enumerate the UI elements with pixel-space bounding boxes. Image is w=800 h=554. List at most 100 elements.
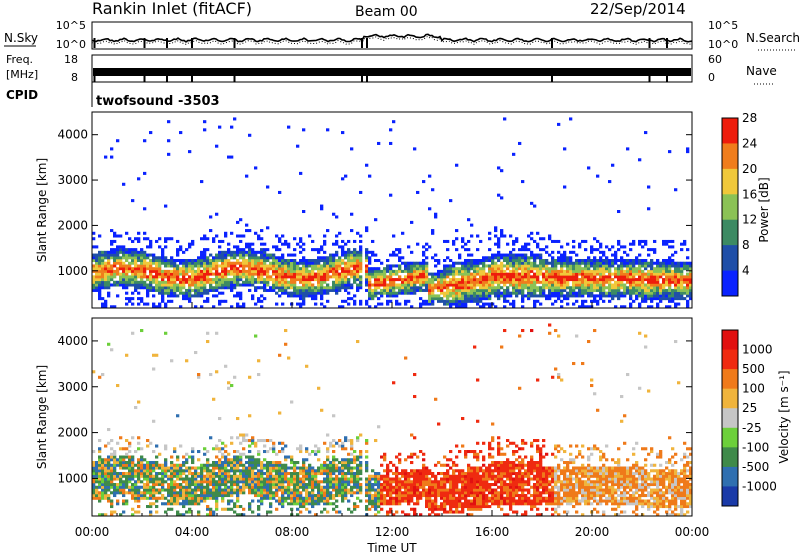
power-cell <box>506 272 510 276</box>
power-cell <box>107 267 111 271</box>
vel-cell <box>176 483 180 487</box>
power-cell <box>464 242 468 246</box>
power-cell <box>218 286 222 290</box>
vel-cell <box>101 373 105 377</box>
vel-cell <box>257 480 261 484</box>
power-cell <box>665 239 669 243</box>
vel-cell <box>164 502 168 506</box>
power-cell <box>311 291 315 295</box>
power-cell <box>323 256 327 260</box>
vel-cell <box>215 331 219 335</box>
power-cell <box>347 283 351 287</box>
vel-cell <box>155 463 159 467</box>
power-cell <box>458 302 462 306</box>
power-cell <box>650 283 654 287</box>
power-cell <box>407 269 411 273</box>
power-cell <box>335 291 339 295</box>
power-cell <box>140 299 144 303</box>
vel-cell <box>239 469 243 473</box>
vel-cell <box>239 458 243 462</box>
power-cell <box>212 267 216 271</box>
power-cell <box>410 291 414 295</box>
power-cell <box>239 218 243 222</box>
vel-cell <box>377 494 381 498</box>
power-cell <box>596 278 600 282</box>
power-cell <box>554 267 558 271</box>
power-cell <box>221 280 225 284</box>
vel-cell <box>317 491 321 495</box>
power-cell <box>668 150 672 154</box>
power-cell <box>146 291 150 295</box>
vel-cell <box>95 472 99 476</box>
power-cell <box>605 275 609 279</box>
power-cell <box>257 267 261 271</box>
power-cell <box>458 278 462 282</box>
vel-cell <box>302 469 306 473</box>
vel-cell <box>368 480 372 484</box>
vel-cell <box>368 494 372 498</box>
power-cell <box>458 299 462 303</box>
power-cell <box>671 288 675 292</box>
power-cell <box>194 261 198 265</box>
power-cell <box>95 278 99 282</box>
power-cell <box>230 272 234 276</box>
power-cell <box>278 190 282 194</box>
power-cell <box>470 275 474 279</box>
power-cell <box>443 299 447 303</box>
power-cell <box>179 272 183 276</box>
power-cell <box>320 207 324 211</box>
power-cell <box>638 302 642 306</box>
power-cell <box>326 278 330 282</box>
power-cell <box>263 297 267 301</box>
vel-cell <box>152 494 156 498</box>
vel-cell <box>227 386 231 390</box>
power-cell <box>242 305 246 309</box>
power-cell <box>626 275 630 279</box>
power-cell <box>122 275 126 279</box>
vel-cell <box>260 502 264 506</box>
vel-cell <box>104 491 108 495</box>
vel-cell <box>290 480 294 484</box>
vel-cell <box>218 466 222 470</box>
power-cell <box>185 259 189 263</box>
power-ylabel: Slant Range [km] <box>35 158 49 262</box>
vel-cell <box>167 485 171 489</box>
noise-right-tick-bottom: 10^0 <box>708 38 738 51</box>
power-cell <box>644 239 648 243</box>
power-cell <box>452 275 456 279</box>
power-cell <box>554 294 558 298</box>
power-cell <box>674 286 678 290</box>
power-cell <box>167 294 171 298</box>
vel-cell <box>257 359 261 363</box>
vel-cell <box>206 507 210 511</box>
power-cell <box>656 264 660 268</box>
power-cell <box>110 229 114 233</box>
power-cell <box>302 259 306 263</box>
vel-cell <box>131 331 135 335</box>
vel-cell <box>197 466 201 470</box>
power-cell <box>635 288 639 292</box>
power-cell <box>551 256 555 260</box>
colorbar-segment <box>722 143 738 170</box>
power-cell <box>488 256 492 260</box>
power-cell <box>473 280 477 284</box>
power-cell <box>440 291 444 295</box>
power-cell <box>218 302 222 306</box>
vel-cell <box>215 505 219 509</box>
power-cell <box>500 229 504 233</box>
power-cell <box>482 283 486 287</box>
vel-cell <box>107 466 111 470</box>
power-cell <box>341 239 345 243</box>
power-cell <box>638 158 642 162</box>
vel-cell <box>116 441 120 445</box>
power-cell <box>473 278 477 282</box>
power-cell <box>242 264 246 268</box>
power-cell <box>611 283 615 287</box>
vel-cell <box>92 472 96 476</box>
power-cell <box>533 239 537 243</box>
power-cell <box>584 259 588 263</box>
power-cell <box>149 264 153 268</box>
power-cell <box>605 280 609 284</box>
power-cell <box>248 275 252 279</box>
vel-cell <box>365 480 369 484</box>
